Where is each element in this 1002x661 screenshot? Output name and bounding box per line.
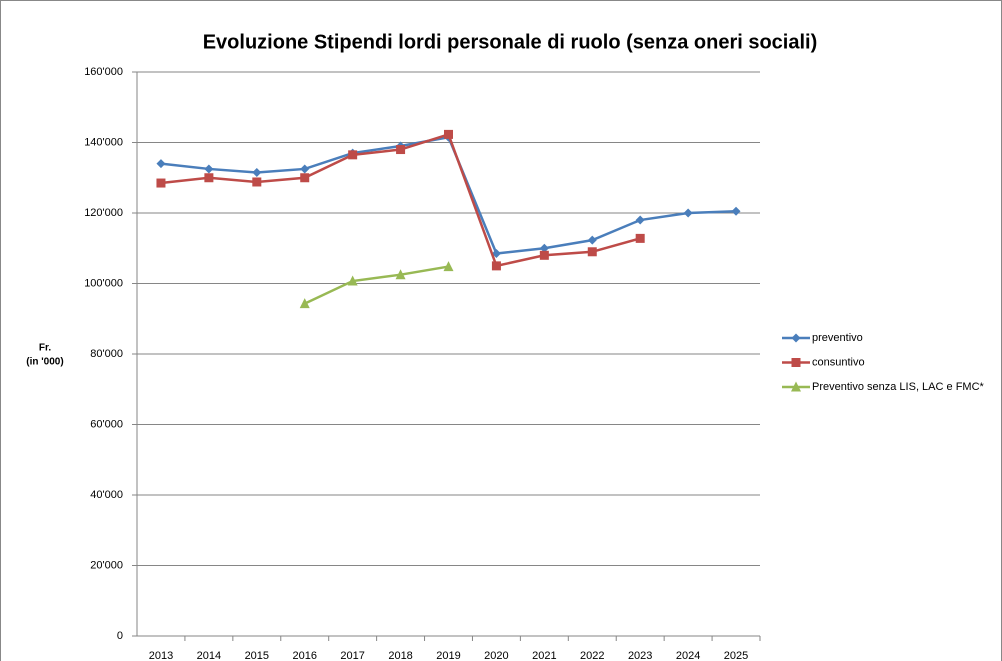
marker <box>395 269 406 280</box>
marker <box>635 233 645 243</box>
y-tick-label: 80'000 <box>90 348 123 360</box>
y-tick-label: 140'000 <box>84 136 123 148</box>
x-tick-label: 2024 <box>676 650 700 661</box>
marker <box>252 177 262 187</box>
x-tick-label: 2018 <box>388 650 412 661</box>
marker <box>204 164 214 174</box>
legend-label: consuntivo <box>812 356 865 368</box>
y-tick-label: 100'000 <box>84 277 123 289</box>
y-tick-label: 160'000 <box>84 66 123 78</box>
marker <box>791 358 801 367</box>
x-tick-label: 2019 <box>436 650 460 661</box>
y-tick-label: 120'000 <box>84 207 123 219</box>
x-tick-label: 2014 <box>197 650 221 661</box>
marker <box>300 173 310 183</box>
x-tick-label: 2016 <box>292 650 316 661</box>
marker <box>156 159 166 169</box>
x-tick-label: 2025 <box>724 650 748 661</box>
marker <box>587 247 597 257</box>
marker <box>347 275 358 286</box>
x-tick-label: 2015 <box>245 650 269 661</box>
marker <box>252 167 262 177</box>
marker <box>635 215 645 225</box>
x-tick-label: 2022 <box>580 650 604 661</box>
marker <box>539 243 549 253</box>
marker <box>539 250 549 260</box>
series-line <box>304 265 449 305</box>
x-tick-label: 2023 <box>628 650 652 661</box>
chart-title: Evoluzione Stipendi lordi personale di r… <box>203 31 818 53</box>
x-tick-label: 2017 <box>340 650 364 661</box>
y-tick-label: 0 <box>117 630 123 642</box>
marker <box>204 173 214 183</box>
marker <box>299 298 310 309</box>
legend-label: Preventivo senza LIS, LAC e FMC* <box>812 381 985 393</box>
marker <box>791 381 801 392</box>
marker <box>731 206 741 216</box>
marker <box>444 129 453 139</box>
marker <box>491 261 501 271</box>
x-tick-label: 2020 <box>484 650 508 661</box>
marker <box>396 145 406 155</box>
y-tick-label: 40'000 <box>90 489 123 501</box>
marker <box>156 178 166 188</box>
legend-label: preventivo <box>812 332 863 344</box>
marker <box>300 164 310 174</box>
y-axis-label: Fr. <box>39 343 51 354</box>
y-tick-label: 60'000 <box>90 418 123 430</box>
marker <box>587 235 597 245</box>
x-tick-label: 2021 <box>532 650 556 661</box>
y-axis-label: (in '000) <box>26 357 63 368</box>
y-tick-label: 20'000 <box>90 559 123 571</box>
marker <box>683 208 693 218</box>
marker <box>443 261 454 272</box>
x-tick-label: 2013 <box>149 650 173 661</box>
marker <box>348 150 358 160</box>
marker <box>491 249 501 259</box>
marker <box>791 333 801 343</box>
